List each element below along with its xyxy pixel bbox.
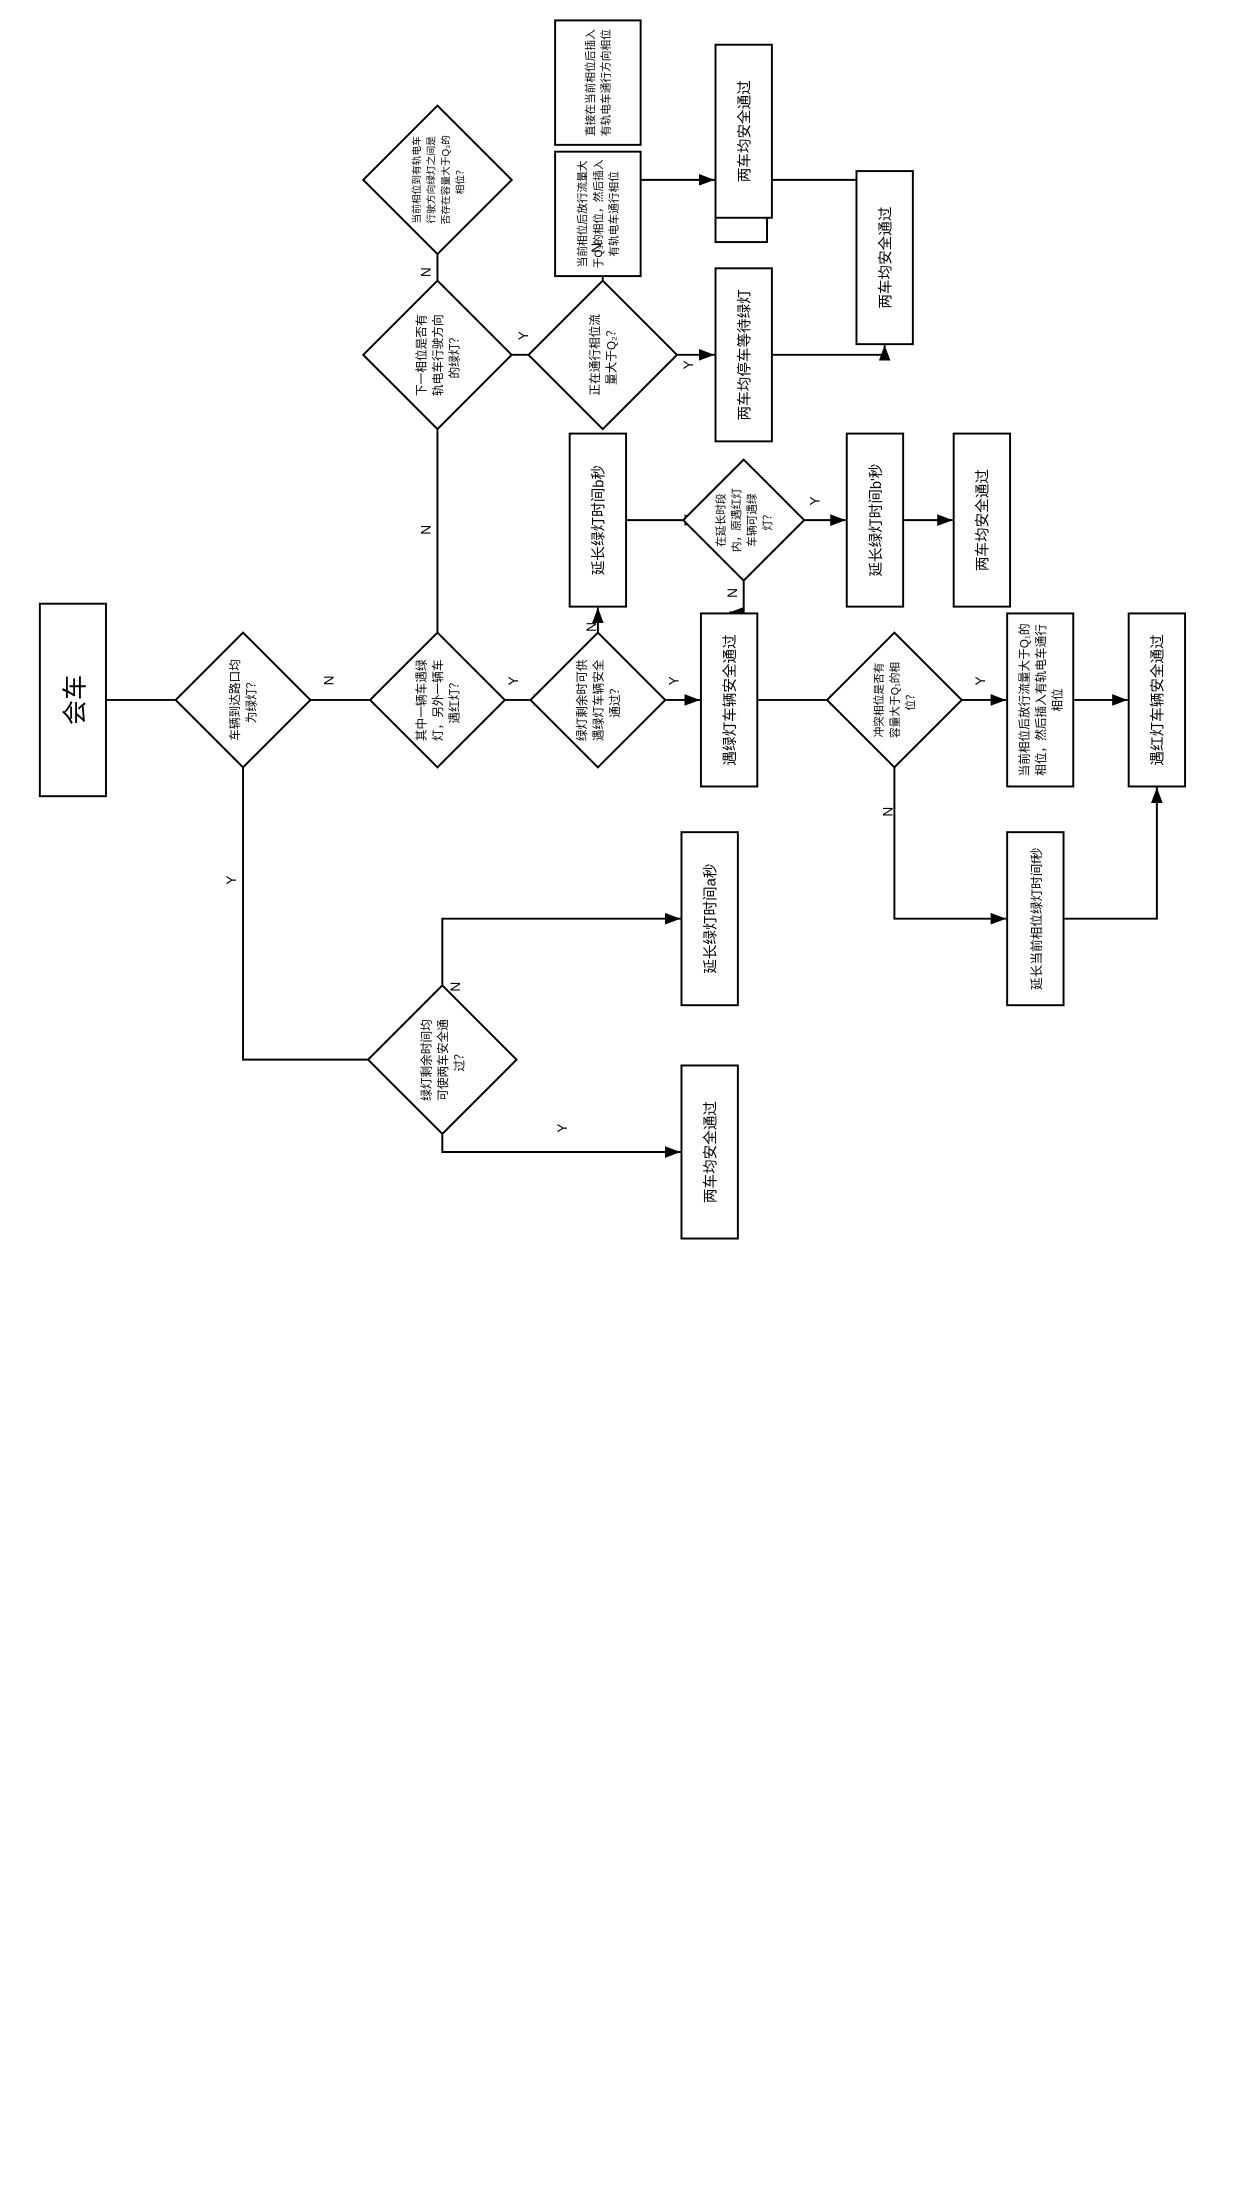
node-label: 两车均安全通过 (874, 207, 894, 309)
node-label: 当前相位后放行流量大于Q₁的相位，然后插入有轨电车通行相位 (1015, 620, 1065, 779)
node-d6: 冲突相位是否有容量大于Q₁的相位？ (826, 631, 963, 768)
edge-label: N (724, 588, 740, 598)
node-label: 直接在当前相位后插入有轨电车通行方向相位 (582, 27, 613, 138)
flowchart-canvas: 会车车辆到达路口均为绿灯？绿灯剩余时间均可使两车安全通过？两车均安全通过延长绿灯… (0, 0, 1215, 1303)
node-start: 会车 (39, 603, 107, 797)
node-label: 绿灯剩余时间均可使两车安全通过？ (418, 1014, 468, 1105)
node-d8: 正在通行相位流量大于Q₂？ (527, 279, 678, 430)
node-d3: 其中一辆车遇绿灯，另外一辆车遇红灯？ (369, 631, 506, 768)
node-label: 在延长时段内，原遇红灯车辆可遇绿灯？ (713, 484, 775, 556)
node-green_pass: 遇绿灯车辆安全通过 (700, 612, 758, 787)
node-label: 遇绿灯车辆安全通过 (719, 634, 739, 765)
node-d9: 当前相位到有轨电车行驶方向绿灯之间是否存在容量大于Q₃的相位？ (362, 104, 513, 255)
node-label: 绿灯剩余时可供遇绿灯车辆安全通过？ (573, 659, 623, 741)
node-cur_q3: 当前相位后放行流量大于Q₃的相位，然后插入有轨电车通行相位 (554, 151, 641, 277)
node-label: 两车均安全通过 (699, 1101, 719, 1203)
node-pass_both_3: 两车均安全通过 (856, 170, 914, 345)
node-cur_q1: 当前相位后放行流量大于Q₁的相位，然后插入有轨电车通行相位 (1006, 612, 1074, 787)
edge-label: Y (807, 496, 823, 505)
node-d2: 绿灯剩余时间均可使两车安全通过？ (367, 984, 518, 1135)
edge-1 (243, 749, 389, 1060)
edge-label: N (321, 676, 337, 686)
edge-label: N (447, 982, 463, 992)
node-label: 延长绿灯时间b'秒 (865, 464, 885, 577)
node-label: 正在通行相位流量大于Q₂？ (586, 309, 619, 400)
edge-4 (442, 919, 680, 1006)
edge-label: Y (506, 676, 522, 685)
edge-label: Y (554, 1123, 570, 1132)
edge-label: Y (515, 331, 531, 340)
node-pass_both_4: 两车均安全通过 (715, 44, 773, 219)
edge-label: N (583, 622, 599, 632)
node-label: 两车均安全通过 (733, 80, 753, 182)
node-ext_a: 延长绿灯时间a秒 (681, 831, 739, 1006)
node-ext_b: 延长绿灯时间b秒 (569, 433, 627, 608)
node-label: 两车均停车等待绿灯 (733, 289, 753, 420)
node-label: 下一相位是否有轨电车行驶方向的绿灯？ (413, 309, 463, 400)
node-ext_f: 延长当前相位绿灯时间f秒 (1006, 831, 1064, 1006)
edge-label: Y (666, 676, 682, 685)
node-label: 会车 (55, 675, 91, 726)
node-label: 两车均安全通过 (972, 469, 992, 571)
edge-14 (894, 749, 1006, 919)
edge-22 (773, 345, 885, 355)
node-d4: 绿灯剩余时可供遇绿灯车辆安全通过？ (529, 631, 666, 768)
node-label: 延长绿灯时间a秒 (699, 864, 719, 974)
node-ext_bp: 延长绿灯时间b'秒 (846, 433, 904, 608)
node-d7: 下一相位是否有轨电车行驶方向的绿灯？ (362, 279, 513, 430)
node-d1: 车辆到达路口均为绿灯？ (174, 631, 311, 768)
node-label: 冲突相位是否有容量大于Q₁的相位？ (871, 659, 918, 741)
node-label: 车辆到达路口均为绿灯？ (227, 659, 260, 741)
node-label: 延长当前相位绿灯时间f秒 (1026, 847, 1044, 990)
node-label: 遇红灯车辆安全通过 (1147, 634, 1167, 765)
edge-label: N (588, 243, 604, 253)
edge-label: Y (681, 360, 697, 369)
edge-16 (1065, 787, 1157, 918)
node-label: 延长绿灯时间b秒 (588, 465, 608, 575)
node-label: 其中一辆车遇绿灯，另外一辆车遇红灯？ (413, 659, 463, 741)
node-pass_both_2: 两车均安全通过 (953, 433, 1011, 608)
edge-label: Y (972, 676, 988, 685)
node-pass_both_1: 两车均安全通过 (681, 1065, 739, 1240)
node-wait_green: 两车均停车等待绿灯 (715, 267, 773, 442)
edge-label: N (418, 267, 434, 277)
node-d5: 在延长时段内，原遇红灯车辆可遇绿灯？ (682, 458, 806, 582)
node-label: 当前相位到有轨电车行驶方向绿灯之间是否存在容量大于Q₃的相位？ (408, 134, 466, 225)
edge-label: N (880, 807, 896, 817)
node-direct_ins: 直接在当前相位后插入有轨电车通行方向相位 (554, 19, 641, 145)
node-red_pass: 遇红灯车辆安全通过 (1128, 612, 1186, 787)
edge-label: N (418, 525, 434, 535)
edge-label: Y (224, 876, 240, 885)
